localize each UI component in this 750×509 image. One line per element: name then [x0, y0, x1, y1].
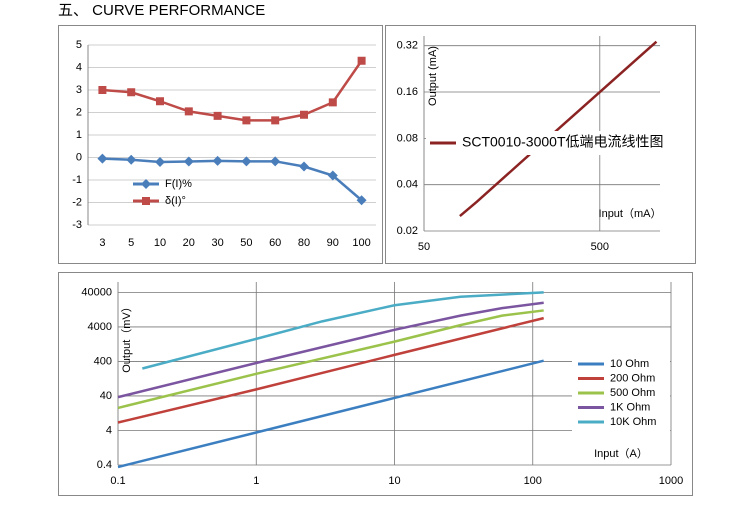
x-tick-label: 10 [388, 475, 400, 487]
x-tick-label: 50 [240, 237, 252, 249]
legend-marker [141, 179, 151, 189]
x-tick-label: 90 [327, 237, 339, 249]
x-tick-label: 60 [269, 237, 281, 249]
y-tick-label: 4000 [88, 321, 112, 333]
marker [155, 157, 165, 167]
legend-label: 10K Ohm [610, 416, 656, 428]
x-tick-label: 1000 [659, 475, 683, 487]
y-tick-label: 0.16 [397, 86, 418, 98]
page-title: 五、 CURVE PERFORMANCE [58, 2, 265, 19]
chart-frame [58, 25, 383, 264]
y-tick-label: -3 [72, 219, 82, 231]
y-axis-label: Output (mA) [427, 46, 439, 106]
y-tick-label: 0 [76, 151, 82, 163]
x-tick-label: 1 [253, 475, 259, 487]
legend-label: F(I)% [165, 178, 192, 190]
y-tick-label: 400 [94, 355, 112, 367]
x-tick-label: 30 [211, 237, 223, 249]
series-line [117, 359, 544, 469]
marker [212, 155, 223, 166]
marker [156, 97, 164, 106]
y-tick-label: -2 [72, 196, 82, 208]
y-tick-label: 5 [76, 39, 82, 51]
marker [126, 154, 137, 165]
x-tick-label: 100 [524, 475, 542, 487]
y-tick-label: 1 [76, 129, 82, 141]
marker [357, 56, 366, 65]
x-tick-label: 100 [352, 237, 370, 249]
series-line [117, 316, 544, 424]
y-tick-label: 0.04 [397, 179, 418, 191]
y-tick-label: -1 [72, 174, 82, 186]
legend-label: 500 Ohm [610, 387, 655, 399]
marker [241, 156, 252, 167]
legend-label: 200 Ohm [610, 372, 655, 384]
marker [270, 156, 281, 167]
marker [127, 88, 136, 97]
y-axis-label: Output（mV） [120, 301, 133, 373]
y-tick-label: 3 [76, 84, 82, 96]
marker [271, 116, 280, 125]
marker [300, 110, 308, 119]
series-line [102, 60, 363, 122]
x-tick-label: 80 [298, 237, 310, 249]
legend-marker [142, 197, 150, 205]
legend-label: 10 Ohm [610, 358, 649, 370]
x-tick-label: 0.1 [110, 475, 125, 487]
x-tick-label: 20 [183, 237, 195, 249]
x-tick-label: 10 [154, 237, 166, 249]
marker [299, 161, 309, 172]
marker [356, 195, 367, 206]
series-line [117, 309, 544, 410]
x-axis-label: Input（A） [594, 447, 648, 460]
x-tick-label: 50 [418, 241, 430, 253]
legend-label: SCT0010-3000T低端电流线性图 [462, 134, 664, 150]
y-tick-label: 2 [76, 106, 82, 118]
series-line [102, 157, 363, 202]
marker [183, 156, 194, 167]
y-tick-label: 0.4 [97, 459, 112, 471]
y-tick-label: 40 [100, 390, 112, 402]
y-tick-label: 40000 [81, 286, 112, 298]
marker [242, 116, 251, 125]
legend-label: δ(I)° [165, 195, 186, 207]
marker [98, 86, 107, 94]
legend-label: 1K Ohm [610, 401, 650, 413]
x-axis-label: Input（mA） [599, 207, 662, 220]
y-tick-label: 4 [76, 61, 82, 73]
y-tick-label: 0.02 [397, 225, 418, 237]
y-tick-label: 0.32 [397, 40, 418, 52]
marker [327, 170, 338, 181]
marker [184, 107, 193, 116]
marker [328, 98, 337, 107]
marker [97, 153, 108, 164]
y-tick-label: 4 [106, 424, 112, 436]
legend-box [426, 131, 672, 155]
series-line [142, 291, 544, 370]
marker [213, 111, 222, 120]
x-tick-label: 3 [99, 237, 105, 249]
x-tick-label: 5 [128, 237, 134, 249]
x-tick-label: 500 [591, 241, 609, 253]
series-line [117, 301, 544, 399]
y-tick-label: 0.08 [397, 132, 418, 144]
